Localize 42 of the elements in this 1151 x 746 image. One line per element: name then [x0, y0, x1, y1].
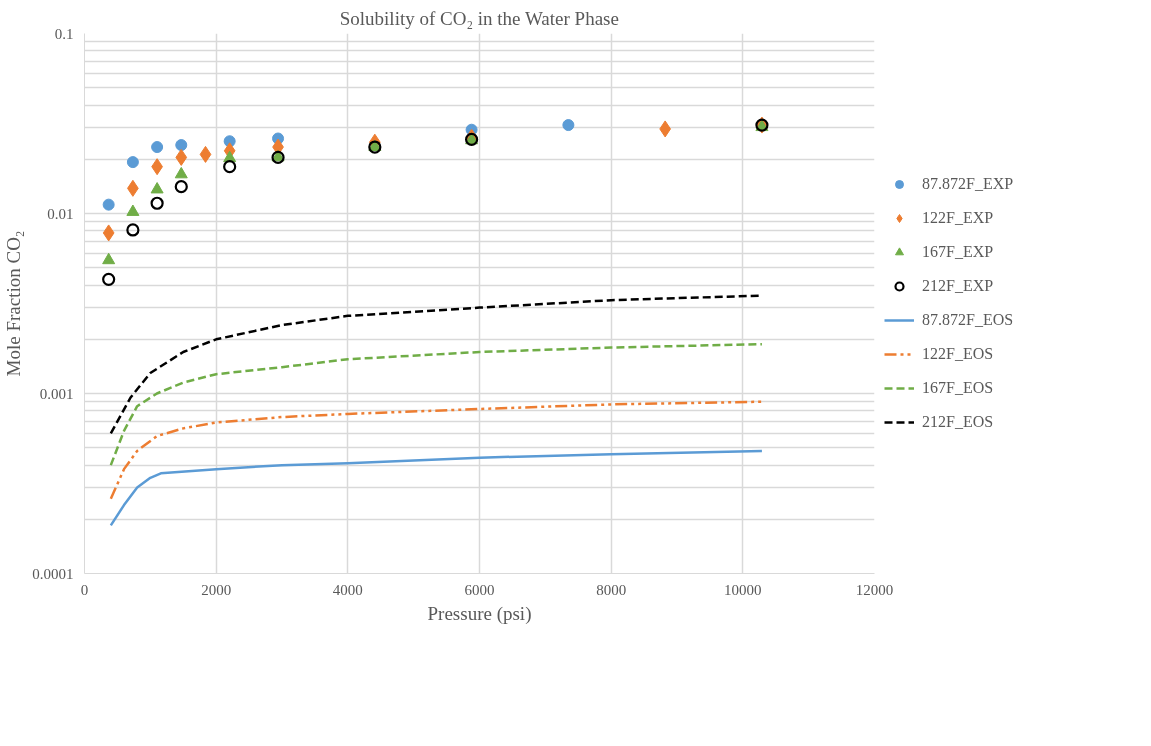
point [174, 166, 188, 179]
point [126, 223, 140, 237]
point [150, 196, 164, 210]
point [151, 141, 164, 154]
legend-label: 87.872F_EXP [922, 175, 1014, 193]
x-tick-label: 4000 [332, 581, 363, 598]
y-tick-label: 0.01 [47, 205, 74, 222]
x-tick-label: 12000 [855, 581, 894, 598]
point [199, 145, 212, 163]
legend-label: 212F_EOS [922, 413, 994, 431]
line-series [109, 449, 764, 527]
legend-label: 122F_EOS [922, 345, 994, 363]
legend-label: 212F_EXP [922, 277, 994, 295]
point [223, 160, 237, 174]
legend-label: 87.872F_EOS [922, 311, 1014, 329]
x-tick-label: 2000 [201, 581, 232, 598]
point [562, 119, 575, 132]
y-tick-label: 0.1 [54, 25, 74, 42]
point [102, 224, 115, 242]
y-tick-label: 0.001 [39, 385, 74, 402]
legend-label: 167F_EOS [922, 379, 994, 397]
point [174, 180, 188, 194]
x-tick-label: 6000 [464, 581, 495, 598]
point [150, 182, 164, 194]
legend-label: 167F_EXP [922, 243, 994, 261]
point [102, 272, 116, 286]
y-axis-title: Mole Fraction CO₂ [3, 230, 25, 377]
line-series [109, 400, 764, 501]
legend-label: 122F_EXP [922, 209, 994, 227]
x-tick-label: 8000 [596, 581, 627, 598]
point [175, 139, 188, 152]
point [102, 252, 116, 265]
y-tick-label: 0.0001 [32, 565, 74, 582]
point [175, 148, 188, 166]
point [102, 198, 115, 211]
point [126, 156, 139, 169]
x-tick-label: 0 [80, 581, 89, 598]
line-series [109, 342, 764, 467]
x-axis-title: Pressure (psi) [427, 602, 532, 625]
x-tick-label: 10000 [724, 581, 762, 598]
chart-title: Solubility of CO₂ in the Water Phase [339, 7, 619, 29]
point [126, 204, 140, 216]
